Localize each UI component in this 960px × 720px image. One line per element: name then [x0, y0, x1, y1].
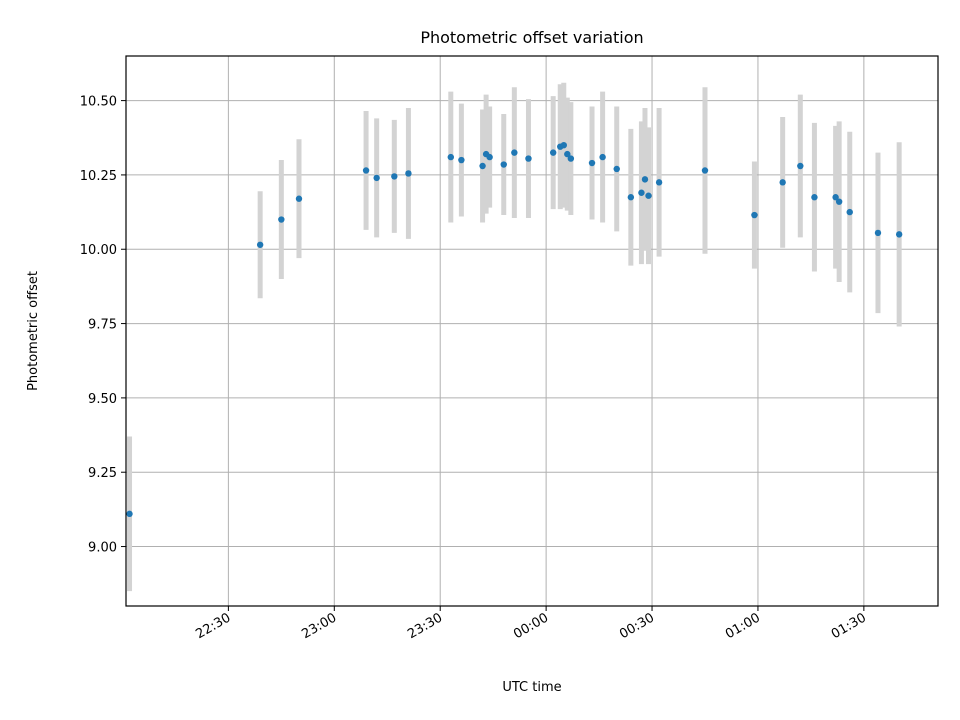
data-point: [458, 156, 465, 164]
data-point: [835, 198, 843, 205]
data-point: [627, 194, 635, 201]
data-point: [256, 241, 264, 248]
data-point: [874, 229, 882, 237]
data-point: [486, 153, 493, 161]
data-point: [549, 149, 557, 156]
data-point: [811, 194, 818, 201]
data-point: [391, 173, 398, 180]
data-point: [846, 208, 853, 216]
data-point: [779, 179, 786, 186]
data-point: [525, 155, 532, 162]
data-point: [588, 159, 596, 167]
y-tick-label: 9.75: [88, 318, 117, 333]
data-point: [447, 153, 454, 161]
y-tick-label: 9.50: [88, 392, 117, 407]
chart-title: Photometric offset variation: [420, 28, 643, 47]
plot-frame: [125, 55, 939, 607]
data-point: [564, 150, 571, 158]
y-axis-ticks: 9.00 9.25 9.50 9.75 10.00 10.25 10.50: [80, 95, 126, 556]
data-point: [511, 149, 518, 156]
data-point: [638, 189, 645, 196]
y-tick-label: 9.25: [88, 466, 117, 481]
data-point: [895, 231, 903, 238]
data-point: [641, 176, 649, 183]
data-point: [560, 141, 567, 149]
x-axis-label: UTC time: [502, 680, 561, 695]
data-point: [295, 195, 303, 202]
data-point: [479, 162, 486, 170]
data-point: [567, 155, 575, 162]
data-point: [832, 194, 839, 201]
data-point: [373, 174, 380, 182]
data-point: [701, 167, 709, 174]
data-point: [126, 510, 133, 518]
data-point: [278, 216, 285, 223]
data-point: [645, 192, 652, 199]
y-tick-label: 9.00: [88, 541, 117, 556]
data-point: [797, 162, 804, 170]
data-point: [655, 179, 663, 186]
point-layer: [126, 141, 903, 518]
data-point: [362, 167, 370, 174]
data-point: [500, 161, 507, 168]
y-tick-label: 10.00: [80, 243, 117, 258]
y-tick-label: 10.50: [80, 95, 117, 110]
data-point: [405, 170, 412, 177]
y-tick-label: 10.25: [80, 169, 117, 184]
data-point: [599, 153, 606, 161]
data-point: [613, 165, 620, 173]
y-axis-label: Photometric offset: [26, 271, 41, 391]
data-point: [751, 211, 758, 219]
